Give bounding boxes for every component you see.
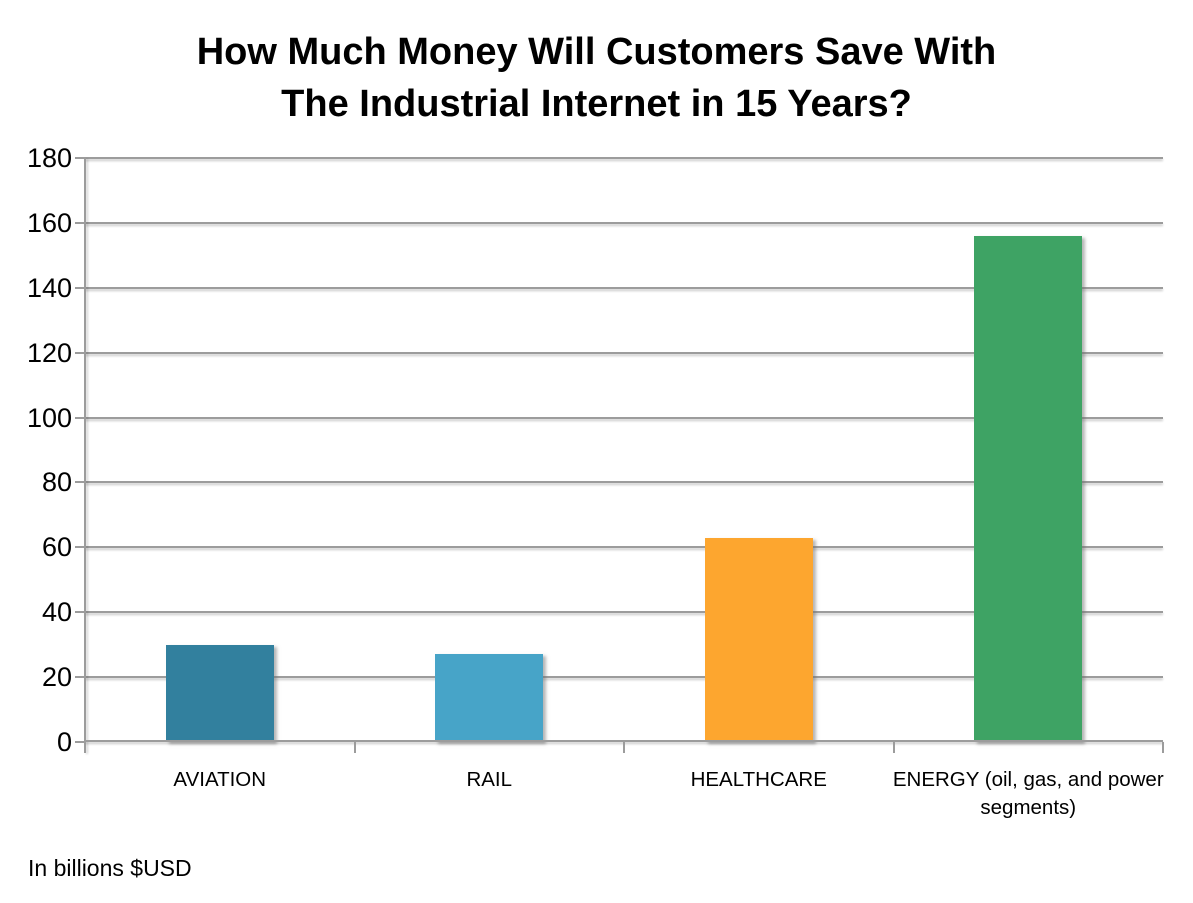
- y-tick-label-100: 100: [26, 402, 72, 433]
- plot-area: [85, 157, 1163, 742]
- gridline-180: [85, 157, 1163, 159]
- y-axis-tick-80: [75, 481, 85, 484]
- x-label-energy-oil-gas-and-power-segments: ENERGY (oil, gas, and power segments): [892, 768, 1164, 819]
- gridline-20: [85, 676, 1163, 679]
- x-label-rail: RAIL: [466, 768, 513, 791]
- y-axis-tick-180: [75, 157, 85, 159]
- y-tick-label-60: 60: [41, 532, 72, 563]
- gridline-140: [85, 286, 1163, 289]
- gridline-40: [85, 611, 1163, 614]
- y-axis-tick-120: [75, 351, 85, 354]
- y-tick-label-140: 140: [26, 272, 72, 303]
- x-axis-line: [85, 740, 1163, 742]
- x-axis-boundary-tick-2: [623, 742, 625, 753]
- y-axis-tick-160: [75, 221, 85, 224]
- x-axis-boundary-tick-0: [84, 742, 86, 753]
- chart-title-line1: How Much Money Will Customers Save With: [196, 31, 997, 73]
- x-label-healthcare: HEALTHCARE: [690, 768, 827, 791]
- y-tick-label-80: 80: [41, 467, 72, 498]
- gridline-80: [85, 481, 1163, 484]
- x-label-aviation: AVIATION: [173, 768, 267, 791]
- y-axis-line: [84, 158, 86, 753]
- bar-aviation: [165, 644, 274, 742]
- bar-healthcare: [704, 537, 813, 742]
- y-tick-label-180: 180: [26, 143, 72, 173]
- y-axis-tick-140: [75, 286, 85, 289]
- bar-energy-oil-gas-and-power-segments: [974, 235, 1083, 742]
- chart-title: How Much Money Will Customers Save With …: [0, 26, 1193, 130]
- gridline-100: [85, 416, 1163, 419]
- y-tick-label-120: 120: [26, 337, 72, 368]
- y-axis-tick-60: [75, 546, 85, 549]
- chart-title-line2: The Industrial Internet in 15 Years?: [281, 83, 912, 125]
- y-tick-label-0: 0: [56, 727, 72, 757]
- y-axis-tick-40: [75, 611, 85, 614]
- y-tick-label-160: 160: [26, 207, 72, 238]
- y-axis-tick-0: [75, 741, 85, 743]
- x-axis-boundary-tick-4: [1162, 742, 1164, 753]
- gridline-60: [85, 546, 1163, 549]
- y-tick-label-20: 20: [41, 662, 72, 693]
- gridline-160: [85, 221, 1163, 224]
- x-axis-boundary-tick-1: [353, 742, 356, 753]
- unit-note: In billions $USD: [28, 855, 192, 881]
- gridline-120: [85, 351, 1163, 354]
- bar-rail: [435, 654, 544, 742]
- y-tick-label-40: 40: [41, 597, 72, 628]
- x-axis-boundary-tick-3: [892, 742, 895, 753]
- y-axis-tick-20: [75, 676, 85, 679]
- y-axis-tick-100: [75, 416, 85, 419]
